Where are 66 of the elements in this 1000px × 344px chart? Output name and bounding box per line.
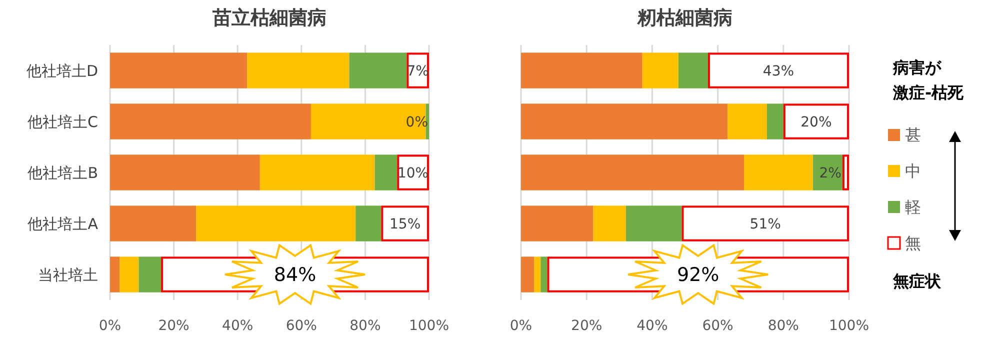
legend-label: 甚 [905, 126, 921, 145]
bar [110, 52, 248, 88]
chart-title: 籾枯細菌病 [636, 7, 732, 29]
bar [310, 104, 426, 140]
bar [110, 104, 311, 140]
bar [626, 206, 682, 242]
bar [842, 154, 849, 190]
bar [521, 206, 594, 242]
y-tick-label: 当社培土 [38, 266, 98, 284]
bar [678, 52, 708, 88]
x-tick-label: 60% [702, 318, 734, 334]
x-tick-label: 60% [286, 318, 317, 334]
bar [196, 206, 356, 242]
data-label: 51% [750, 216, 781, 232]
legend-label: 軽 [905, 198, 921, 217]
data-label: 92% [677, 264, 720, 286]
bar [534, 256, 541, 292]
text: 無症状 [892, 272, 942, 291]
bar [521, 52, 642, 88]
x-tick-label: 20% [158, 318, 190, 334]
legend-label: 中 [905, 162, 921, 181]
x-tick-label: 40% [636, 318, 668, 334]
bar [767, 104, 784, 140]
bar [521, 154, 744, 190]
bar [381, 206, 429, 242]
bar [374, 154, 398, 190]
x-tick-label: 40% [222, 318, 254, 334]
data-label: 15% [390, 216, 421, 232]
y-tick-label: 他社培土C [28, 112, 98, 131]
bar [728, 104, 767, 140]
bar [540, 256, 548, 292]
bar [247, 52, 350, 88]
y-tick-label: 他社培土A [28, 214, 99, 233]
data-label: 84% [274, 264, 316, 286]
data-label: 20% [800, 114, 832, 130]
x-tick-label: 100% [408, 318, 450, 334]
data-label: 2% [819, 165, 842, 182]
bar [593, 206, 626, 242]
bar [682, 206, 849, 242]
y-tick-label: 他社培土B [28, 164, 98, 182]
x-tick-label: 80% [350, 318, 381, 334]
y-tick-label: 他社培土D [26, 62, 98, 80]
bar [349, 52, 407, 88]
x-tick-label: 0% [510, 318, 532, 334]
bar [744, 154, 813, 190]
x-tick-label: 100% [828, 318, 870, 334]
bar [708, 52, 849, 88]
bar [110, 206, 196, 242]
bar [138, 256, 162, 292]
x-tick-label: 20% [571, 318, 602, 334]
x-tick-label: 0% [98, 318, 122, 334]
bar [812, 154, 842, 190]
bar [110, 256, 120, 292]
bar [110, 154, 260, 190]
data-label: 43% [762, 63, 794, 80]
bar [521, 256, 534, 292]
x-tick-label: 80% [768, 318, 799, 334]
bar [642, 52, 678, 88]
bar [521, 104, 728, 140]
bar [260, 154, 375, 190]
bar [783, 104, 849, 140]
chart-title: 苗立枯細菌病 [212, 7, 326, 29]
legend-label: 無 [905, 234, 921, 253]
bar [356, 206, 382, 242]
bar [120, 256, 139, 292]
legend-title: 病害が激症-枯死 [892, 58, 965, 102]
